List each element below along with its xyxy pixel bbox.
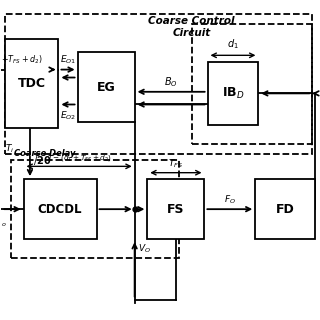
Bar <box>4 14 312 154</box>
Text: $/\mathbf{20}$: $/\mathbf{20}$ <box>33 154 52 166</box>
Text: Coarse Control
Circuit: Coarse Control Circuit <box>148 16 235 37</box>
Bar <box>208 62 258 125</box>
Text: Coarse Delay: Coarse Delay <box>14 149 76 158</box>
Text: $T-(d_1+T_{FS}+d_2)$: $T-(d_1+T_{FS}+d_2)$ <box>47 153 112 163</box>
Text: $T_i$: $T_i$ <box>4 143 14 155</box>
Text: IB$_D$: IB$_D$ <box>222 86 244 101</box>
Bar <box>192 24 312 144</box>
Text: $+T_{FS}+d_2)$: $+T_{FS}+d_2)$ <box>1 54 43 67</box>
Bar <box>11 160 179 258</box>
Text: $_o$: $_o$ <box>1 220 7 229</box>
Text: $B_O$: $B_O$ <box>164 75 178 89</box>
Bar <box>147 179 204 239</box>
Text: CDCDL: CDCDL <box>38 203 82 216</box>
Text: FD: FD <box>276 203 295 216</box>
Text: $E_{O2}$: $E_{O2}$ <box>60 109 76 122</box>
Bar <box>4 39 59 128</box>
Bar <box>255 179 316 239</box>
Text: $d_1$: $d_1$ <box>227 37 239 51</box>
Text: $E_{O1}$: $E_{O1}$ <box>60 54 76 67</box>
Bar <box>77 52 135 122</box>
Text: $T_{FS}$: $T_{FS}$ <box>168 157 183 170</box>
Text: FS: FS <box>167 203 185 216</box>
Text: TDC: TDC <box>18 77 45 90</box>
Text: $V_O$: $V_O$ <box>138 243 151 255</box>
Text: EG: EG <box>97 81 116 93</box>
Bar <box>24 179 97 239</box>
Text: $F_O$: $F_O$ <box>224 194 236 206</box>
